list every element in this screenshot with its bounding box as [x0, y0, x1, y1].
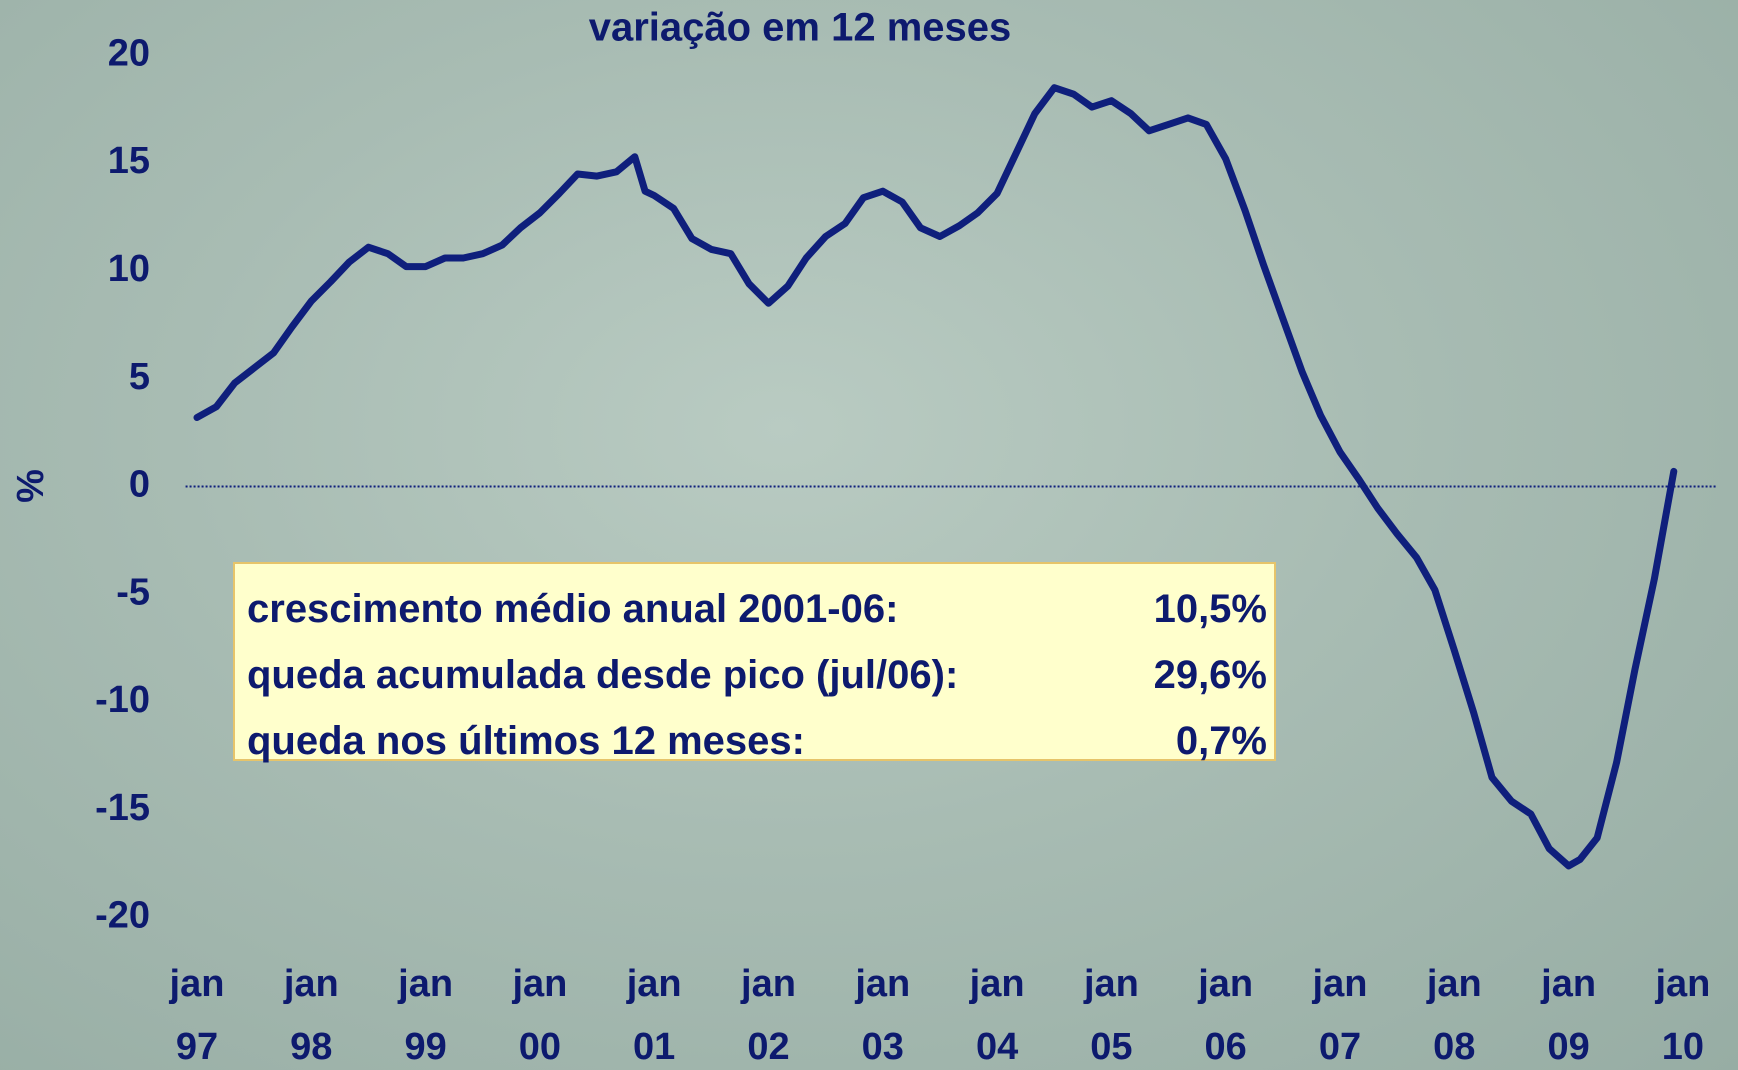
x-tick-label: jan 06: [1181, 953, 1271, 1070]
annotation-label: crescimento médio anual 2001-06:: [247, 587, 1127, 632]
y-tick-label: 20: [108, 32, 150, 74]
y-tick-label: 15: [108, 140, 150, 182]
x-tick-label: jan 02: [724, 953, 814, 1070]
x-tick-label: jan 97: [152, 953, 242, 1070]
annotation-value: 29,6%: [1127, 653, 1267, 698]
y-tick-label: -20: [95, 895, 150, 937]
x-tick-label: jan 03: [838, 953, 928, 1070]
x-tick-label: jan 05: [1066, 953, 1156, 1070]
x-tick-label: jan 04: [952, 953, 1042, 1070]
annotation-row: crescimento médio anual 2001-06:10,5%: [247, 576, 1274, 642]
y-tick-label: 10: [108, 248, 150, 290]
x-tick-label: jan 09: [1524, 953, 1614, 1070]
y-axis-label: %: [10, 469, 52, 503]
annotation-value: 0,7%: [1127, 719, 1267, 764]
annotation-row: queda acumulada desde pico (jul/06):29,6…: [247, 642, 1274, 708]
y-tick-label: -5: [116, 571, 150, 613]
y-tick-label: -10: [95, 679, 150, 721]
annotation-value: 10,5%: [1127, 587, 1267, 632]
x-tick-label: jan 01: [609, 953, 699, 1070]
y-tick-label: 0: [129, 464, 150, 506]
y-tick-label: -15: [95, 787, 150, 829]
x-tick-label: jan 98: [266, 953, 356, 1070]
x-tick-label: jan 99: [381, 953, 471, 1070]
x-tick-label: jan 10: [1638, 953, 1728, 1070]
chart: variação em 12 meses % -20 -15 -10 -5 0 5 10 15…: [0, 0, 1738, 1070]
x-tick-label: jan 07: [1295, 953, 1385, 1070]
chart-title: variação em 12 meses: [589, 6, 1012, 50]
x-tick-label: jan 08: [1409, 953, 1499, 1070]
annotation-box: crescimento médio anual 2001-06:10,5%que…: [233, 562, 1276, 761]
plot: variação em 12 meses % -20 -15 -10 -5 0 5 10 15…: [0, 0, 1738, 1070]
annotation-label: queda nos últimos 12 meses:: [247, 719, 1127, 764]
annotation-label: queda acumulada desde pico (jul/06):: [247, 653, 1127, 698]
annotation-row: queda nos últimos 12 meses:0,7%: [247, 708, 1274, 774]
x-tick-label: jan 00: [495, 953, 585, 1070]
y-tick-label: 5: [129, 356, 150, 398]
